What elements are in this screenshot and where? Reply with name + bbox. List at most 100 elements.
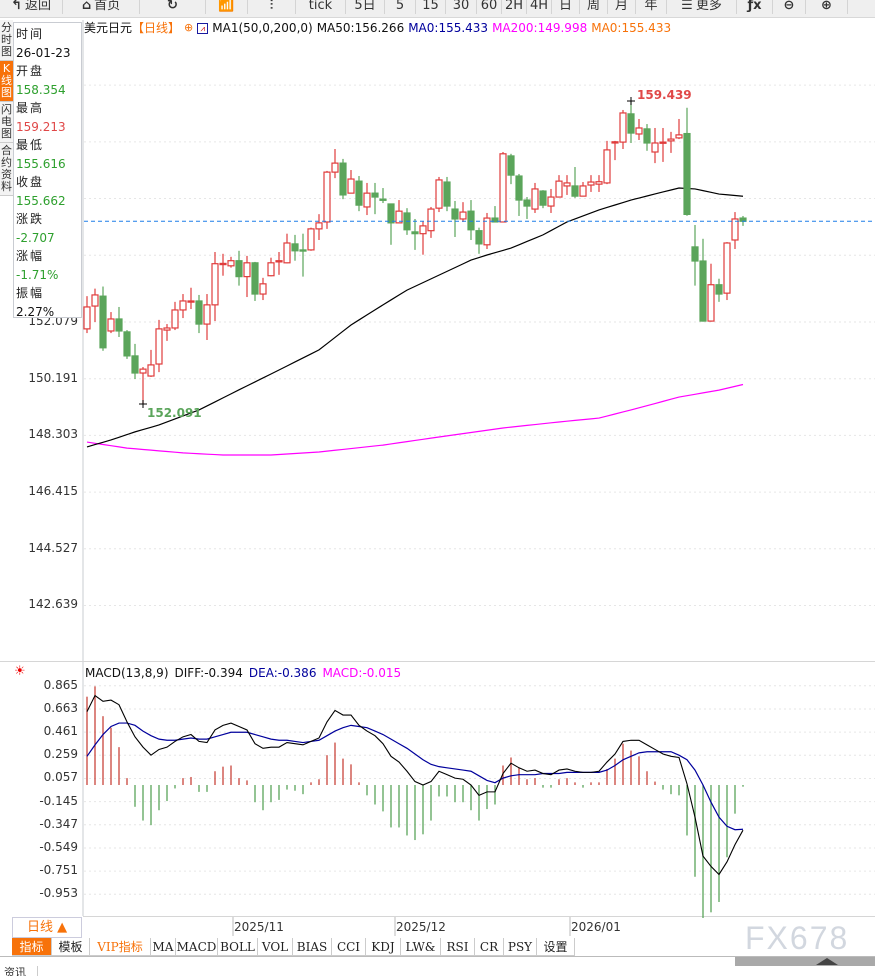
news-tab[interactable]: 资讯	[0, 966, 38, 976]
date-label: 2026/01	[571, 920, 621, 934]
toolbar-button-zoom-out[interactable]: ⊖	[773, 0, 806, 14]
side-tab-1[interactable]: K线图	[0, 61, 13, 102]
candle-down	[539, 190, 547, 206]
min-marker-icon	[139, 399, 147, 408]
indicator-tab-指标[interactable]: 指标	[12, 938, 52, 956]
candle-up	[419, 225, 427, 235]
toolbar-button-30[interactable]: 30	[446, 0, 477, 14]
candle-up	[603, 149, 611, 184]
price-legend: 美元日元 【日线】 ⊕ ⩘ MA1(50,0,200,0) MA50:156.2…	[84, 20, 671, 36]
toolbar-button-返回[interactable]: ↰ 返回	[0, 0, 63, 14]
crosshair-icon[interactable]: ⊕	[184, 21, 194, 34]
indicator-tab-cr[interactable]: CR	[475, 938, 504, 956]
ma0b-value: MA0:155.433	[591, 21, 672, 35]
indicator-tab-vol[interactable]: VOL	[258, 938, 293, 956]
indicator-tab-macd[interactable]: MACD	[176, 938, 218, 956]
candle-up	[203, 304, 211, 325]
candle-down	[691, 246, 699, 262]
macd-settings-icon[interactable]: ☀	[14, 664, 26, 679]
indicator-tab-psy[interactable]: PSY	[504, 938, 537, 956]
toolbar-button-zoom-in[interactable]: ⊕	[806, 0, 848, 14]
candle-down	[195, 300, 203, 325]
indicator-tab-kdj[interactable]: KDJ	[366, 938, 401, 956]
indicator-tab-boll[interactable]: BOLL	[218, 938, 258, 956]
candle-down	[571, 185, 579, 197]
indicator-tab-vip指标[interactable]: VIP指标	[90, 938, 151, 956]
low-value: 155.616	[16, 156, 66, 171]
candle-up	[307, 228, 315, 251]
zoom-in-icon: ⊕	[821, 0, 832, 13]
toolbar-button-fx-formula[interactable]: ƒx	[737, 0, 773, 14]
price-tick: 150.191	[28, 370, 78, 385]
candle-down	[411, 231, 419, 235]
toolbar-button-60[interactable]: 60	[477, 0, 502, 14]
amplitude-label: 振幅	[16, 286, 45, 300]
indicator-tab-设置[interactable]: 设置	[537, 938, 575, 956]
candle-down	[491, 217, 499, 223]
candle-up	[395, 210, 403, 224]
candle-down	[467, 210, 475, 231]
toolbar-label: 更多	[695, 0, 722, 13]
toolbar-button-4H[interactable]: 4H	[527, 0, 552, 14]
macd-tick: 0.461	[43, 724, 78, 739]
symbol-name: 美元日元	[84, 21, 133, 35]
candle-up	[651, 142, 659, 153]
candle-up	[259, 283, 267, 295]
candle-up	[187, 300, 195, 303]
candle-down	[355, 180, 363, 206]
candle-up	[219, 262, 227, 266]
toolbar-button-日[interactable]: 日	[552, 0, 580, 14]
toolbar-button-月[interactable]: 月	[608, 0, 636, 14]
collapse-up-icon[interactable]	[816, 958, 838, 965]
toolbar-button-tick[interactable]: tick	[296, 0, 346, 14]
macd-legend: MACD(13,8,9) DIFF:-0.394 DEA:-0.386 MACD…	[85, 665, 401, 681]
side-tab-0[interactable]: 分时图	[0, 20, 13, 61]
candle-down	[339, 162, 347, 196]
indicator-tab-lw&[interactable]: LW&	[401, 938, 441, 956]
toolbar-button-年[interactable]: 年	[636, 0, 667, 14]
toolbar-button-refresh[interactable]: ↻	[140, 0, 206, 14]
high-label: 最高	[16, 101, 45, 115]
indicator-icon[interactable]: ⩘	[197, 22, 209, 34]
panel-scrollbar[interactable]	[735, 957, 875, 966]
period-selector[interactable]: 日线 ▲	[12, 917, 82, 938]
toolbar-button-5日[interactable]: 5日	[346, 0, 385, 14]
candle-up	[707, 284, 715, 322]
toolbar-button-2H[interactable]: 2H	[502, 0, 527, 14]
side-tab-3[interactable]: 合约资料	[0, 143, 13, 196]
toolbar-label: 4H	[529, 0, 549, 13]
indicator-tab-bias[interactable]: BIAS	[293, 938, 332, 956]
candle-up	[179, 300, 187, 311]
toolbar-label: tick	[308, 0, 333, 13]
indicator-tabs: 指标 模板 VIP指标 MA MACD BOLL VOL BIAS CCI KDJ LW& RSI CR…	[12, 938, 575, 956]
toolbar-button-candlestick[interactable]: ⫶	[248, 0, 296, 14]
macd-tick: 0.057	[43, 770, 78, 785]
candle-down	[643, 128, 651, 144]
toolbar-button-首页[interactable]: ⌂ 首页	[63, 0, 140, 14]
candle-down	[99, 295, 107, 349]
toolbar-button-5[interactable]: 5	[385, 0, 416, 14]
side-tab-2[interactable]: 闪电图	[0, 102, 13, 143]
macd-tick: -0.751	[39, 863, 78, 878]
indicator-tab-rsi[interactable]: RSI	[441, 938, 475, 956]
toolbar-button-line-chart[interactable]: 📶	[206, 0, 248, 14]
zoom-out-icon: ⊖	[783, 0, 795, 13]
candle-up	[619, 112, 627, 143]
indicator-tab-模板[interactable]: 模板	[52, 938, 90, 956]
high-value: 159.213	[16, 119, 66, 134]
candle-up	[331, 162, 339, 173]
toolbar-button-周[interactable]: 周	[580, 0, 608, 14]
ma50-value: MA50:156.266	[316, 21, 405, 35]
candle-up	[659, 141, 667, 144]
toolbar-button-15[interactable]: 15	[416, 0, 446, 14]
candle-up	[499, 153, 507, 223]
indicator-tab-cci[interactable]: CCI	[332, 938, 366, 956]
amplitude-value: 2.27%	[16, 304, 55, 319]
toolbar-label: 月	[614, 0, 628, 13]
toolbar-button-更多[interactable]: ☰ 更多	[667, 0, 737, 14]
candle-down	[115, 318, 123, 332]
indicator-tab-ma[interactable]: MA	[151, 938, 176, 956]
toolbar-label: 5日	[354, 0, 376, 13]
candle-down	[387, 203, 395, 224]
